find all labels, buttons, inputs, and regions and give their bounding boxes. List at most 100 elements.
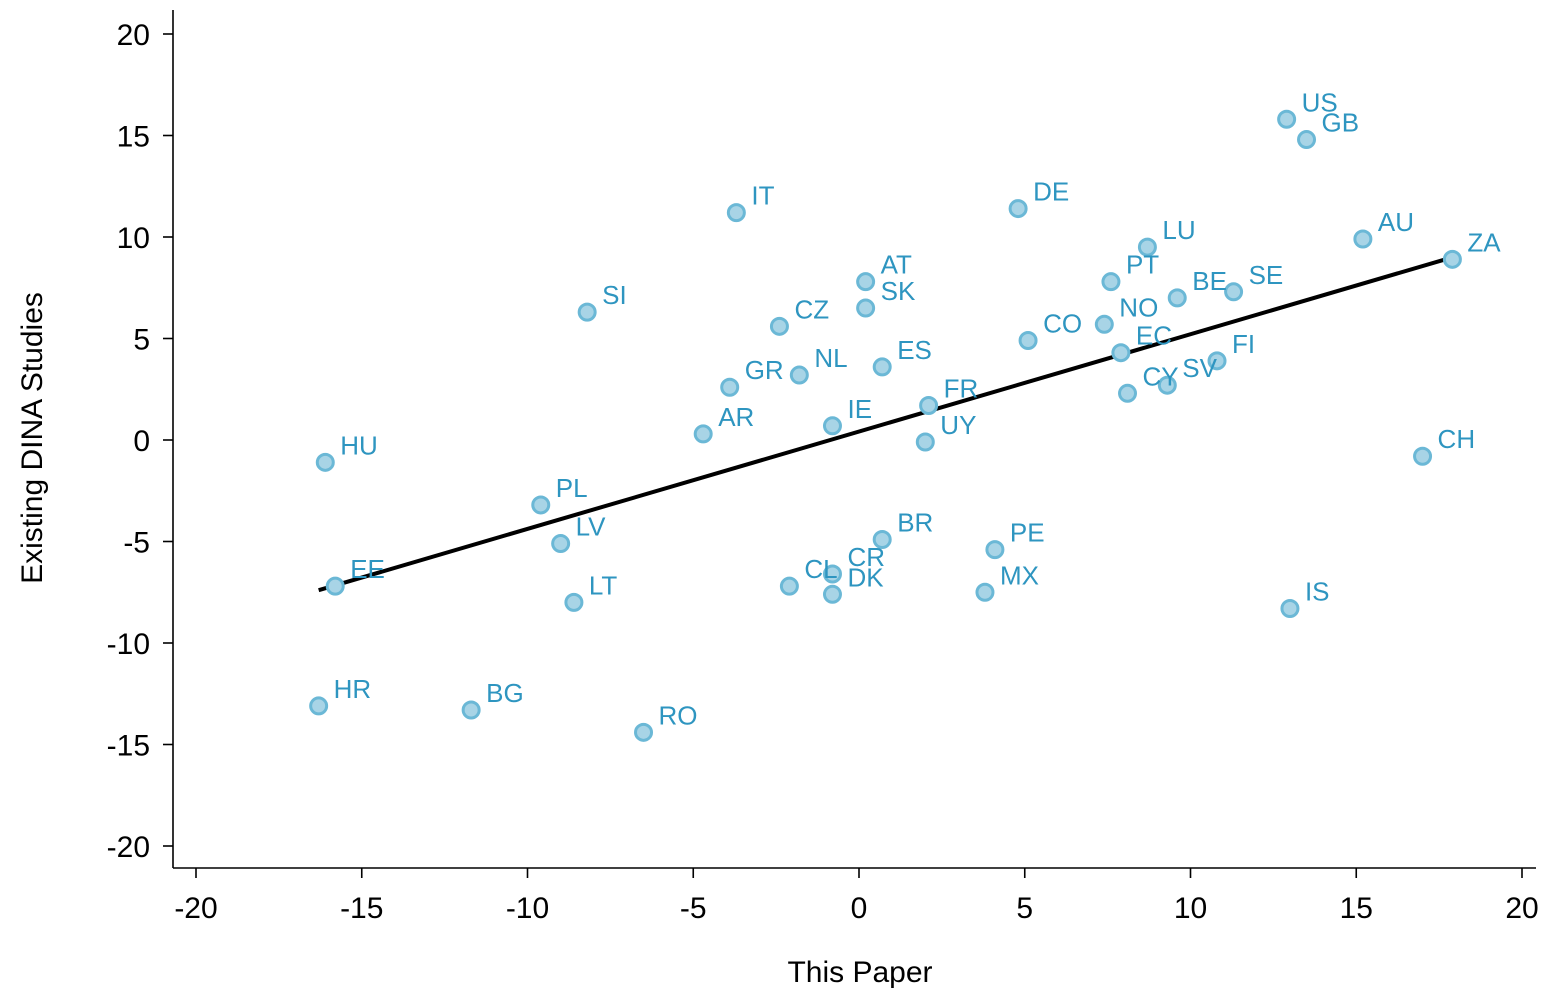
x-tick-label: 10: [1174, 892, 1207, 925]
fit-line: [318, 255, 1453, 593]
point-label-cz: CZ: [794, 294, 829, 324]
point-label-pt: PT: [1126, 250, 1159, 280]
point-label-cr: CR: [847, 542, 885, 572]
data-point-ie: [822, 416, 842, 436]
x-tick-label: 5: [1016, 892, 1033, 925]
data-point-is: [1280, 598, 1300, 618]
data-point-br: [872, 529, 892, 549]
point-label-lt: LT: [589, 570, 618, 600]
data-point-be: [1167, 288, 1187, 308]
data-point-sv: [1157, 375, 1177, 395]
data-point-lu: [1137, 237, 1157, 257]
data-point-dk: [822, 584, 842, 604]
point-label-au: AU: [1378, 207, 1414, 237]
point-label-at: AT: [881, 250, 912, 280]
y-tick-label: 5: [133, 324, 150, 357]
point-label-pe: PE: [1010, 518, 1045, 548]
axes: [172, 10, 1536, 869]
point-label-bg: BG: [486, 678, 524, 708]
data-point-pt: [1101, 272, 1121, 292]
data-point-pe: [985, 540, 1005, 560]
data-point-nl: [789, 365, 809, 385]
point-label-dk: DK: [847, 562, 884, 592]
point-label-es: ES: [897, 335, 932, 365]
point-label-pl: PL: [556, 473, 588, 503]
point-label-hu: HU: [340, 430, 378, 460]
x-axis-title: This Paper: [787, 956, 932, 989]
y-tick-label: -10: [107, 628, 150, 661]
data-point-fr: [919, 395, 939, 415]
x-tick-label: -15: [340, 892, 383, 925]
data-point-cr: [822, 564, 842, 584]
y-tick-label: 20: [117, 19, 150, 52]
y-tick-label: 0: [133, 425, 150, 458]
point-label-ie: IE: [847, 394, 872, 424]
data-point-us: [1277, 109, 1297, 129]
data-point-ec: [1111, 343, 1131, 363]
point-label-us: US: [1302, 87, 1338, 117]
point-label-za: ZA: [1467, 227, 1501, 257]
data-point-bg: [461, 700, 481, 720]
data-point-hu: [315, 452, 335, 472]
data-point-cl: [779, 576, 799, 596]
x-tick-label: 15: [1340, 892, 1373, 925]
point-label-ec: EC: [1136, 321, 1172, 351]
data-point-ch: [1413, 446, 1433, 466]
data-point-gr: [720, 377, 740, 397]
point-label-fi: FI: [1232, 329, 1255, 359]
data-point-sk: [856, 298, 876, 318]
point-label-be: BE: [1192, 266, 1227, 296]
point-label-cy: CY: [1143, 361, 1179, 391]
x-tick-label: 20: [1505, 892, 1538, 925]
point-label-fr: FR: [944, 373, 979, 403]
point-label-sv: SV: [1182, 353, 1217, 383]
data-point-pl: [531, 495, 551, 515]
axis-ticks: -20 -15 -10 -5 0 5 10 15 20 -20 -15 -10 -5 0 5 10 15 20: [107, 19, 1539, 925]
point-label-ro: RO: [659, 700, 698, 730]
point-label-cl: CL: [804, 554, 837, 584]
point-label-ch: CH: [1438, 424, 1476, 454]
y-tick-label: 10: [117, 222, 150, 255]
data-point-gb: [1297, 130, 1317, 150]
data-point-no: [1094, 314, 1114, 334]
y-tick-label: -15: [107, 730, 150, 763]
point-label-br: BR: [897, 507, 933, 537]
point-label-se: SE: [1249, 260, 1284, 290]
point-label-de: DE: [1033, 177, 1069, 207]
data-point-si: [577, 302, 597, 322]
y-axis-title: Existing DINA Studies: [16, 292, 49, 584]
data-point-uy: [915, 432, 935, 452]
point-label-hr: HR: [334, 674, 372, 704]
point-label-sk: SK: [881, 276, 916, 306]
x-tick-label: 0: [851, 892, 868, 925]
point-label-lu: LU: [1162, 215, 1195, 245]
y-tick-label: 15: [117, 121, 150, 154]
point-label-lv: LV: [576, 512, 607, 542]
data-point-lv: [551, 534, 571, 554]
point-label-is: IS: [1305, 576, 1330, 606]
data-point-ro: [634, 722, 654, 742]
data-point-hr: [309, 696, 329, 716]
data-point-fi: [1207, 351, 1227, 371]
y-tick-label: -20: [107, 831, 150, 864]
point-label-ar: AR: [718, 402, 754, 432]
data-point-ar: [693, 424, 713, 444]
point-label-uy: UY: [940, 410, 976, 440]
point-label-ee: EE: [350, 554, 385, 584]
point-label-gb: GB: [1322, 108, 1360, 138]
x-tick-label: -5: [680, 892, 707, 925]
data-point-it: [726, 203, 746, 223]
point-label-si: SI: [602, 280, 627, 310]
data-point-co: [1018, 331, 1038, 351]
data-point-de: [1008, 199, 1028, 219]
y-tick-label: -5: [123, 527, 150, 560]
x-tick-label: -10: [506, 892, 549, 925]
data-point-lt: [564, 592, 584, 612]
x-tick-label: -20: [174, 892, 217, 925]
point-label-it: IT: [751, 181, 774, 211]
data-point-cy: [1118, 383, 1138, 403]
point-label-mx: MX: [1000, 560, 1039, 590]
point-label-nl: NL: [814, 343, 847, 373]
